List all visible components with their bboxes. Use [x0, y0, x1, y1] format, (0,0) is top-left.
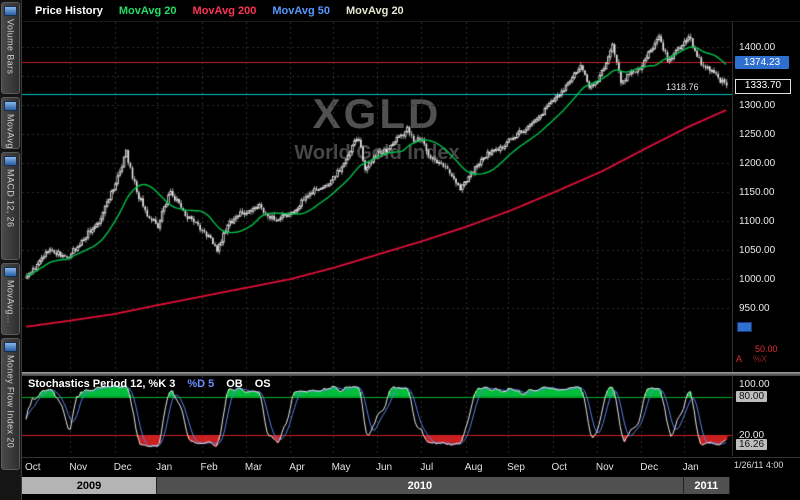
- price-tick: 1150.00: [739, 187, 775, 199]
- sidebar-tab-volume-bars[interactable]: Volume Bars: [1, 2, 20, 94]
- legend-item-2[interactable]: MovAvg 50: [272, 4, 331, 17]
- timestamp: 1/26/11 4:00: [734, 460, 784, 470]
- stoch-canvas[interactable]: [22, 376, 732, 456]
- pane-title: Price History: [35, 4, 103, 17]
- month-label: Jan: [156, 462, 173, 473]
- legend-item-0[interactable]: MovAvg 20: [118, 4, 177, 17]
- cyan-level-label: 1318.76: [666, 82, 699, 92]
- stoch-header: Stochastics Period 12, %K 3 %D 5 OB OS: [28, 378, 271, 390]
- stoch-os-label: OS: [254, 378, 271, 390]
- sidebar-tab-label: MACD 12, 26: [5, 169, 16, 228]
- month-label: Jun: [376, 462, 393, 473]
- stoch-d-label[interactable]: %D 5: [187, 378, 215, 390]
- movavg-icon: [4, 101, 17, 111]
- price-tick: 950.00: [739, 303, 770, 315]
- sidebar-tab-movavg[interactable]: MovAvg...: [1, 97, 20, 149]
- month-label: Jan: [682, 462, 699, 473]
- price-tick: 1250.00: [739, 129, 776, 141]
- sidebar-tab-label: MovAvg...: [5, 114, 16, 149]
- macd-12-26-icon: [4, 156, 17, 166]
- month-label: Dec: [113, 462, 132, 473]
- stoch-tick: 80.00: [736, 390, 768, 402]
- axis-label-50: 50.00: [755, 344, 778, 354]
- year-segment-2011: 2011: [683, 477, 730, 494]
- sidebar-tab-macd-12-26[interactable]: MACD 12, 26: [1, 152, 20, 260]
- price-tick: 1200.00: [739, 158, 776, 170]
- year-segment-2010: 2010: [157, 477, 684, 494]
- price-chart-panel: XGLD World Gold Index 1318.76: [22, 22, 732, 372]
- stochastics-panel: Stochastics Period 12, %K 3 %D 5 OB OS: [22, 376, 732, 456]
- month-label: Nov: [595, 462, 614, 473]
- axis-label-percent-x: %X: [753, 354, 768, 364]
- axis-marker-badge[interactable]: [737, 322, 752, 332]
- month-label: Nov: [69, 462, 88, 473]
- movavg-icon: [4, 267, 17, 277]
- sidebar-tab-label: MovAvg...: [5, 280, 16, 324]
- stoch-axis: 100.00 80.00 20.00 16.26: [732, 376, 800, 456]
- volume-bars-icon: [4, 6, 17, 16]
- stoch-tick: 16.26: [736, 438, 768, 450]
- indicator-sidebar: Volume Bars MovAvg... MACD 12, 26 MovAvg...…: [0, 0, 22, 500]
- time-axis: 1/26/11 4:00 Oct Nov Dec Jan Feb Mar Apr May Jun…: [22, 457, 800, 477]
- month-label: Oct: [25, 462, 41, 473]
- legend-bar: Price History MovAvg 20 MovAvg 200 MovAvg …: [23, 0, 800, 22]
- alert-price-box[interactable]: 1374.23: [735, 55, 789, 69]
- price-chart-canvas[interactable]: [22, 22, 732, 372]
- sidebar-tab-movavg[interactable]: MovAvg...: [1, 263, 20, 335]
- month-label: Dec: [640, 462, 659, 473]
- last-price-box: 1333.70: [735, 79, 791, 95]
- price-tick: 1100.00: [739, 216, 775, 228]
- price-tick: 1400.00: [739, 41, 776, 53]
- sidebar-tab-label: Volume Bars: [5, 19, 16, 75]
- sidebar-tab-label: Money Flow Index 20: [5, 355, 16, 449]
- sidebar-tab-money-flow-index-20[interactable]: Money Flow Index 20: [1, 338, 20, 470]
- year-bar: 2009 2010 2011: [22, 477, 800, 494]
- stoch-title[interactable]: Stochastics Period 12, %K 3: [28, 378, 176, 390]
- legend-items: MovAvg 20 MovAvg 200 MovAvg 50 MovAvg 20: [119, 5, 404, 17]
- month-label: Aug: [464, 462, 483, 473]
- stoch-tick: 100.00: [739, 379, 770, 390]
- price-tick: 1000.00: [739, 274, 776, 286]
- month-label: Mar: [244, 462, 263, 473]
- month-label: Jul: [420, 462, 434, 473]
- money-flow-index-20-icon: [4, 342, 17, 352]
- month-label: May: [331, 462, 351, 473]
- price-tick: 1050.00: [739, 245, 776, 257]
- panel-splitter[interactable]: [22, 372, 800, 376]
- legend-item-3[interactable]: MovAvg 20: [346, 4, 404, 17]
- month-label: Sep: [507, 462, 525, 473]
- stoch-ob-label: OB: [226, 378, 243, 390]
- legend-item-1[interactable]: MovAvg 200: [192, 4, 257, 17]
- year-segment-2009: 2009: [22, 477, 158, 494]
- axis-label-a: A: [736, 354, 743, 364]
- month-label: Oct: [551, 462, 568, 473]
- price-tick: 1300.00: [739, 100, 776, 111]
- month-label: Apr: [289, 462, 305, 473]
- stoch-tick: 20.00: [739, 430, 765, 442]
- month-label: Feb: [200, 462, 218, 473]
- price-axis: 1374.23 1333.70 50.00 A %X 1400.00 1300.0…: [732, 22, 800, 376]
